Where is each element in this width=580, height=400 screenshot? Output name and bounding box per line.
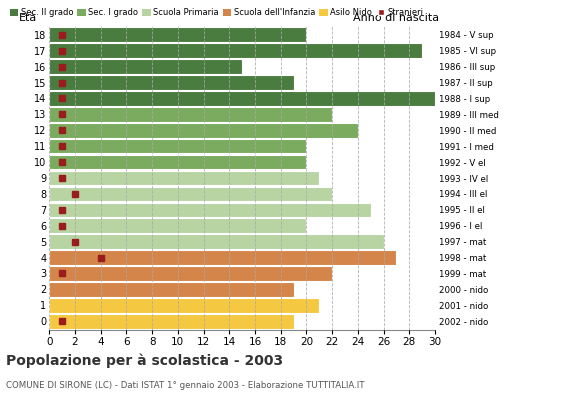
Text: COMUNE DI SIRONE (LC) - Dati ISTAT 1° gennaio 2003 - Elaborazione TUTTITALIA.IT: COMUNE DI SIRONE (LC) - Dati ISTAT 1° ge…	[6, 381, 364, 390]
Bar	[49, 75, 293, 90]
Bar	[49, 43, 422, 58]
Bar	[49, 123, 358, 138]
Bar	[49, 107, 332, 122]
Bar	[49, 91, 435, 106]
Bar	[49, 282, 293, 297]
Bar	[49, 139, 306, 154]
Bar	[49, 218, 306, 233]
Text: Popolazione per à scolastica - 2003: Popolazione per à scolastica - 2003	[6, 354, 283, 368]
Bar	[49, 59, 242, 74]
Bar	[49, 28, 306, 42]
Bar	[49, 234, 383, 249]
Bar	[49, 298, 319, 313]
Text: Età: Età	[19, 13, 37, 23]
Bar	[49, 186, 332, 201]
Text: Anno di nascita: Anno di nascita	[353, 13, 439, 23]
Bar	[49, 155, 306, 170]
Bar	[49, 250, 397, 265]
Bar	[49, 202, 371, 217]
Bar	[49, 314, 293, 328]
Legend: Sec. II grado, Sec. I grado, Scuola Primaria, Scuola dell'Infanzia, Asilo Nido, : Sec. II grado, Sec. I grado, Scuola Prim…	[10, 8, 423, 17]
Bar	[49, 171, 319, 185]
Bar	[49, 266, 332, 281]
